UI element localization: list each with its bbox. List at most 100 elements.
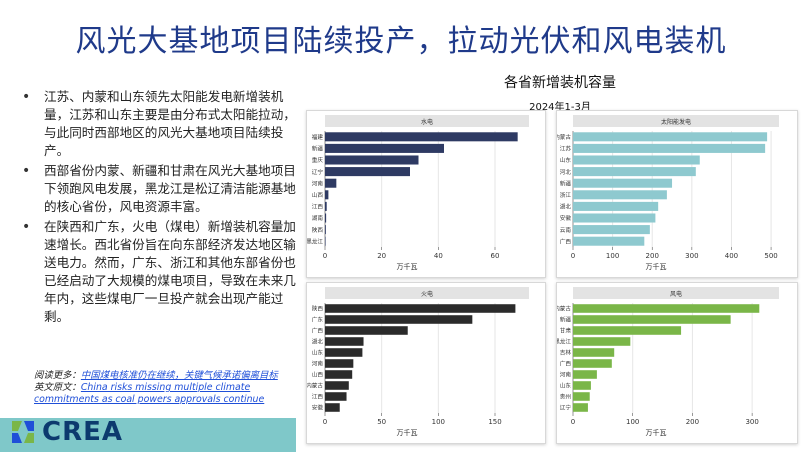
bar: [325, 155, 419, 165]
bar: [573, 326, 682, 335]
x-tick-label: 0: [571, 418, 575, 426]
panel-strip: [325, 287, 529, 299]
y-tick-label: 山东: [560, 156, 572, 164]
panel-strip-label: 火电: [421, 290, 433, 298]
chart-title: 各省新增装机容量: [504, 75, 616, 91]
y-tick-label: 黑龙江: [557, 338, 571, 346]
y-tick-label: 湖南: [312, 214, 324, 222]
y-tick-label: 浙江: [560, 191, 572, 199]
y-tick-label: 陕西: [312, 305, 324, 313]
bar: [573, 190, 667, 200]
read-more-link[interactable]: 中国煤电核准仍在继续，关键气候承诺偏离目标: [80, 370, 278, 381]
y-tick-label: 湖北: [560, 203, 572, 211]
panel-strip-label: 水电: [421, 118, 433, 126]
y-tick-label: 广西: [560, 360, 572, 368]
bar: [573, 167, 696, 177]
chart-panel-hydro: 水电 0 20 40 60 万千瓦 福建 新疆 重庆 辽宁 河南 山西 江西 湖南 陕西 黑龙江: [306, 110, 546, 278]
y-tick-label: 安徽: [312, 404, 324, 412]
bullet-list: 江苏、内蒙和山东领先太阳能发电新增装机量，江苏和山东主要是由分布式太阳能拉动，与…: [20, 88, 300, 328]
x-tick-label: 300: [745, 418, 758, 426]
bar: [325, 213, 327, 223]
y-tick-label: 吉林: [560, 349, 572, 357]
bar: [573, 213, 656, 223]
x-tick-label: 0: [323, 252, 327, 260]
chart-panel-solar: 太阳能发电 0 100 200 300 400 500 万千瓦 内蒙古 江苏 山东 河北 新疆 浙江 湖北安…: [554, 110, 798, 278]
y-tick-label: 内蒙古: [557, 133, 571, 141]
footer-band: [0, 418, 296, 452]
x-tick-label: 150: [488, 418, 501, 426]
bar: [325, 167, 410, 177]
bar: [325, 392, 347, 401]
y-tick-label: 贵州: [560, 393, 571, 401]
y-tick-label: 安徽: [560, 214, 572, 222]
x-tick-label: 60: [491, 252, 500, 260]
y-tick-label: 云南: [560, 226, 572, 234]
chart-panel-wind: 风电 0 100 200 300 万千瓦 内蒙古 新疆 甘肃 黑龙江 吉林 广西 河南 山东 贵州 辽宁: [554, 282, 798, 444]
bar: [573, 359, 612, 368]
chart-svg-solar: 太阳能发电 0 100 200 300 400 500 万千瓦 内蒙古江苏山东河北新疆浙江湖北安…: [554, 115, 779, 271]
bar: [573, 132, 768, 142]
chart-header: 各省新增装机容量 2024年1-3月: [460, 72, 660, 113]
y-tick-label: 广西: [312, 327, 324, 335]
y-tick-label: 广西: [560, 237, 572, 245]
bar: [325, 143, 444, 153]
y-tick-label: 江西: [312, 204, 324, 211]
panel-strip: [573, 115, 779, 127]
bar: [573, 201, 659, 211]
bar: [573, 236, 645, 246]
bullet-item: 江苏、内蒙和山东领先太阳能发电新增装机量，江苏和山东主要是由分布式太阳能拉动，与…: [20, 88, 300, 160]
x-axis-label: 万千瓦: [397, 428, 418, 437]
bar: [573, 370, 597, 379]
y-tick-label: 湖北: [312, 338, 324, 346]
y-tick-label: 河北: [560, 168, 572, 176]
y-tick-label: 福建: [312, 133, 324, 141]
bar: [325, 337, 364, 346]
panel-strip: [325, 115, 529, 127]
x-tick-label: 0: [571, 252, 575, 260]
read-more-label: 阅读更多：: [34, 370, 81, 381]
bar: [325, 370, 353, 379]
bar: [573, 403, 588, 412]
y-tick-label: 山西: [312, 371, 324, 379]
bar: [325, 359, 354, 368]
bar: [573, 337, 631, 346]
y-tick-label: 新疆: [560, 179, 572, 187]
english-label: 英文原文：: [34, 382, 81, 393]
bar: [325, 178, 337, 188]
panel-strip-label: 太阳能发电: [661, 118, 691, 126]
x-tick-label: 100: [626, 418, 639, 426]
x-tick-label: 20: [377, 252, 386, 260]
y-tick-label: 河南: [312, 179, 324, 187]
x-tick-label: 100: [432, 418, 445, 426]
crea-logo-mark-icon: [12, 421, 34, 443]
bar: [573, 155, 700, 165]
y-tick-label: 重庆: [312, 156, 324, 164]
x-tick-label: 50: [377, 418, 386, 426]
english-link[interactable]: China risks missing multiple climate com…: [34, 382, 265, 405]
x-tick-label: 40: [434, 252, 443, 260]
x-tick-label: 100: [606, 252, 619, 260]
y-tick-label: 河南: [560, 371, 572, 379]
slide-title: 风光大基地项目陆续投产，拉动光伏和风电装机: [75, 24, 727, 59]
x-axis-label: 万千瓦: [646, 262, 667, 271]
panel-strip-label: 风电: [670, 290, 682, 298]
y-tick-label: 广东: [312, 316, 324, 324]
y-tick-label: 河南: [312, 360, 324, 368]
y-tick-label: 江西: [312, 394, 324, 401]
y-tick-label: 新疆: [560, 316, 572, 324]
bar: [325, 132, 518, 142]
chart-panel-thermal: 火电 0 50 100 150 万千瓦 陕西 广东 广西 湖北 山东 河南 山西 内蒙古 江西 安徽: [306, 282, 546, 444]
bar: [573, 304, 760, 313]
bar: [573, 178, 673, 188]
bar: [573, 381, 591, 390]
x-tick-label: 300: [685, 252, 698, 260]
panel-strip: [573, 287, 779, 299]
bar: [573, 225, 650, 235]
y-tick-label: 甘肃: [560, 327, 572, 335]
read-more-block: 阅读更多：中国煤电核准仍在继续，关键气候承诺偏离目标 英文原文：China ri…: [34, 370, 304, 406]
bar: [325, 348, 363, 357]
bar: [325, 315, 473, 324]
